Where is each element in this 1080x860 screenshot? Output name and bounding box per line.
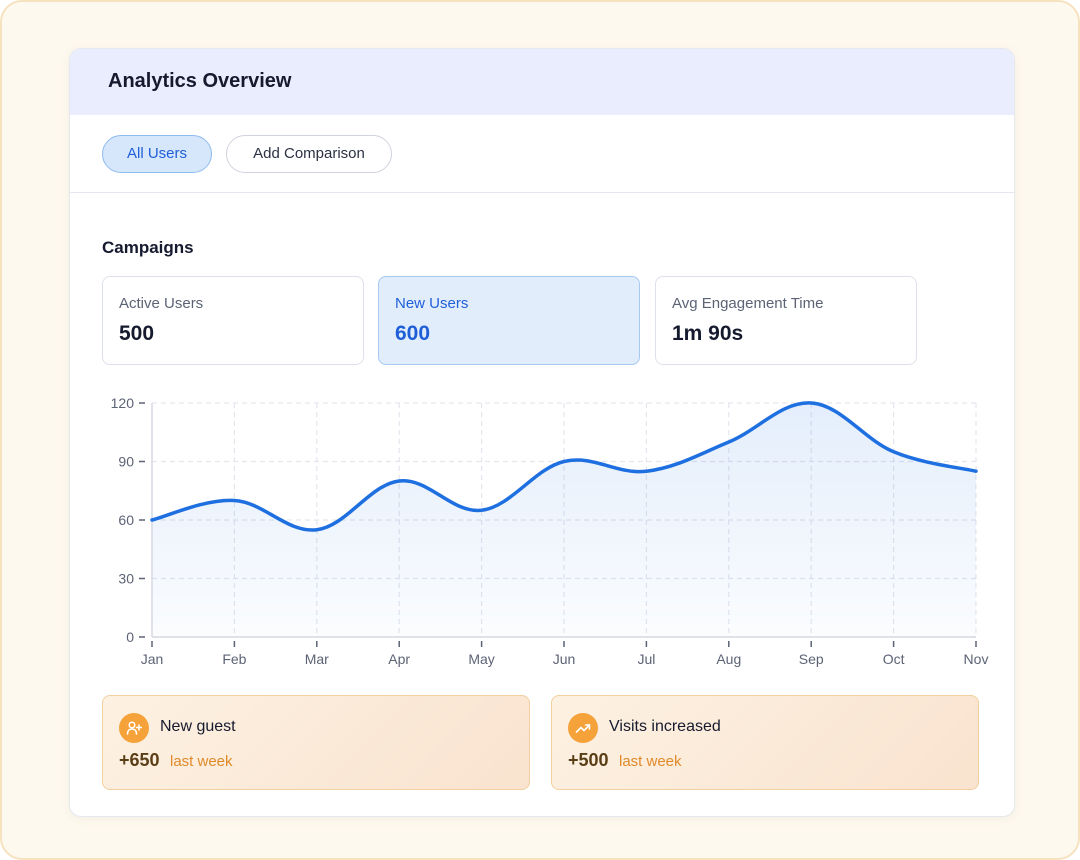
y-tick-label: 30: [118, 571, 134, 587]
stat-label: New Users: [395, 295, 469, 312]
x-tick-label: Nov: [964, 651, 989, 667]
all-users-button[interactable]: All Users: [102, 135, 212, 173]
stat-card-new-users[interactable]: New Users 600: [378, 276, 640, 365]
page-title: Analytics Overview: [108, 70, 292, 92]
section-title: Campaigns: [102, 238, 194, 257]
x-tick-label: Mar: [305, 651, 329, 667]
data-point: [973, 468, 979, 474]
x-tick-label: Oct: [883, 651, 905, 667]
y-tick-label: 90: [118, 454, 134, 470]
stat-card-active-users[interactable]: Active Users 500: [102, 276, 364, 365]
data-point: [891, 449, 897, 455]
stat-value: 600: [395, 322, 431, 345]
line-chart: 0 30 60 90 120 Jan Feb Mar Apr May Jun Jul Aug Sep Oct…: [111, 395, 989, 667]
filter-toolbar: All Users Add Comparison: [70, 115, 1014, 193]
note-title: New guest: [160, 718, 236, 735]
data-point: [726, 439, 732, 445]
add-comparison-button[interactable]: Add Comparison: [226, 135, 392, 173]
x-tick-label: Sep: [799, 651, 824, 667]
note-subtitle: last week: [170, 753, 233, 770]
note-value: +650: [119, 750, 160, 770]
series-line: [150, 401, 978, 532]
y-tick-label: 0: [126, 629, 134, 645]
stat-value: 1m 90s: [672, 322, 744, 345]
x-tick-label: Jun: [553, 651, 576, 667]
note-title: Visits increased: [609, 718, 721, 735]
visits-increased-card: Visits increased +500 last week: [551, 695, 979, 790]
trending-up-icon: [568, 713, 598, 743]
note-subtitle: last week: [619, 753, 682, 770]
x-tick-label: Jan: [141, 651, 164, 667]
stat-card-avg-engagement[interactable]: Avg Engagement Time 1m 90s: [655, 276, 917, 365]
stat-value: 500: [119, 322, 155, 345]
x-tick-label: Apr: [388, 651, 410, 667]
series-area: [152, 402, 976, 637]
stat-label: Active Users: [119, 295, 204, 312]
user-plus-icon: [119, 713, 149, 743]
stat-label: Avg Engagement Time: [672, 295, 824, 312]
data-point: [479, 507, 485, 513]
data-point: [231, 498, 237, 504]
x-tick-label: Aug: [716, 651, 741, 667]
data-point: [561, 459, 567, 465]
note-value: +500: [568, 750, 609, 770]
data-point: [643, 468, 649, 474]
card-header: Analytics Overview: [70, 49, 1014, 115]
y-tick-label: 120: [111, 395, 135, 411]
new-guest-card: New guest +650 last week: [102, 695, 530, 790]
data-point: [149, 517, 155, 523]
x-tick-label: Feb: [222, 651, 246, 667]
data-point: [808, 400, 814, 406]
y-tick-label: 60: [118, 512, 134, 528]
x-tick-label: Jul: [637, 651, 655, 667]
x-tick-label: May: [468, 651, 494, 667]
data-point: [314, 527, 320, 533]
analytics-card: Analytics Overview All Users Add Compari…: [69, 48, 1015, 817]
data-point: [396, 478, 402, 484]
